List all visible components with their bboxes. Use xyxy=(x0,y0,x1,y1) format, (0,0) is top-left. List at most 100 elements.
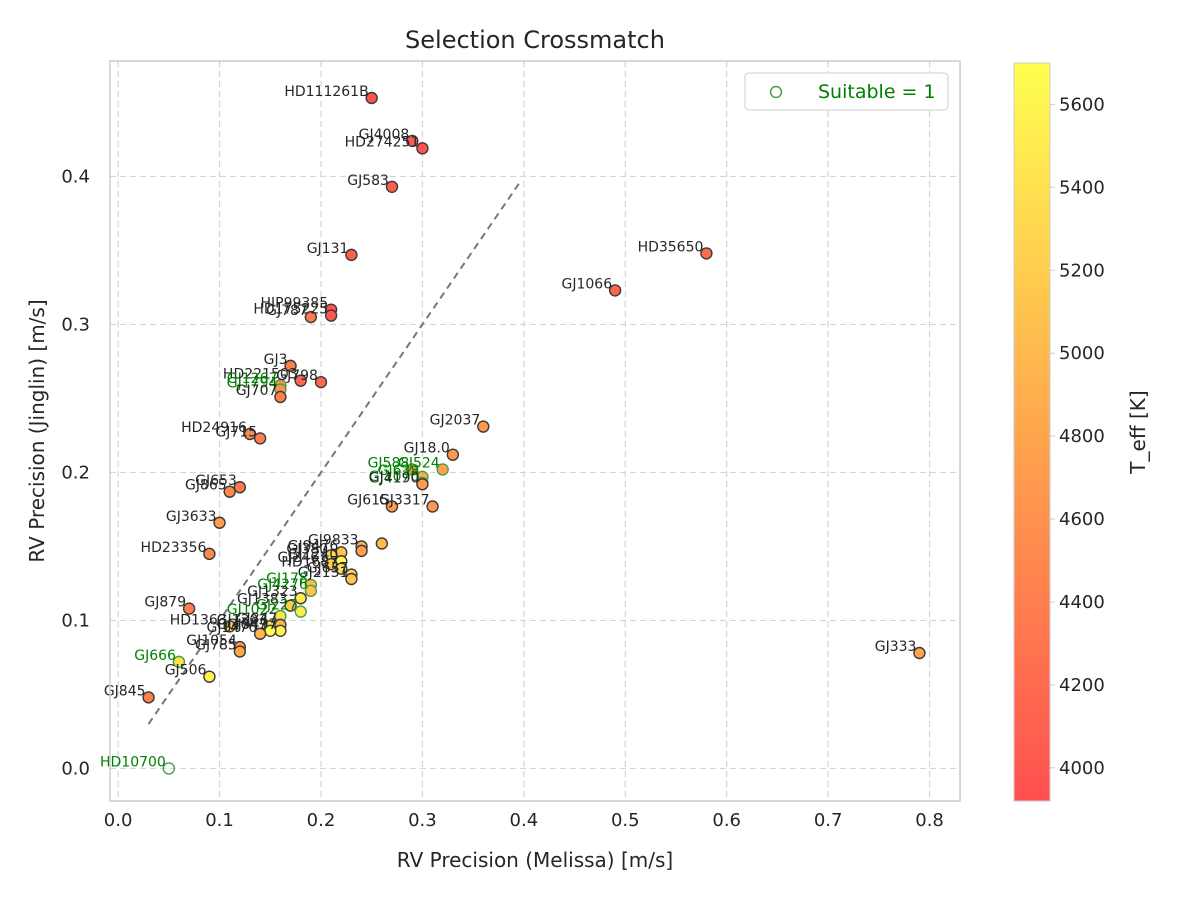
x-axis-label: RV Precision (Melissa) [m/s] xyxy=(397,848,673,872)
point-label: GJ131 xyxy=(307,241,349,257)
reference-line-layer xyxy=(147,183,520,725)
data-point xyxy=(406,134,419,148)
point-label: GJ865 xyxy=(185,478,227,494)
point-label: GJ178 xyxy=(266,571,308,587)
data-point xyxy=(253,627,267,640)
point-label: HD1687 xyxy=(281,555,338,571)
data-point xyxy=(203,670,216,683)
x-tick-labels: 0.0 0.1 0.2 0.3 0.4 0.5 0.6 0.7 0.8 xyxy=(104,810,944,831)
point-label: GJ1476 xyxy=(207,620,258,636)
y-tick-label: 0.4 xyxy=(61,166,90,187)
y-axis-label: RV Precision (Jinglin) [m/s] xyxy=(25,299,49,562)
data-point xyxy=(416,142,429,155)
point-label: GJ798 xyxy=(276,368,318,384)
point-label: GJ3317 xyxy=(379,492,430,508)
x-tick-label: 0.2 xyxy=(307,810,336,831)
point-label: HD24916 xyxy=(181,420,247,436)
data-point xyxy=(345,572,358,586)
point-label: GJ9833 xyxy=(308,532,359,548)
data-point xyxy=(253,432,267,445)
colorbar-tick-label: 4600 xyxy=(1059,509,1105,530)
chart-title: Selection Crossmatch xyxy=(405,26,665,54)
data-point xyxy=(477,420,490,433)
data-point xyxy=(446,448,460,461)
legend-marker xyxy=(769,85,783,99)
x-tick-label: 0.0 xyxy=(104,810,133,831)
data-point xyxy=(385,500,399,513)
point-label: GJ4190 xyxy=(369,470,420,486)
data-point xyxy=(324,309,338,322)
point-label: HD1363 xyxy=(170,612,227,628)
point-label: GJ2131 xyxy=(298,565,349,581)
data-point xyxy=(345,248,358,262)
point-label: GJ785 xyxy=(195,638,237,654)
point-label: GJ1383 xyxy=(237,592,288,608)
data-point xyxy=(284,599,297,612)
grid xyxy=(110,61,960,801)
x-tick-label: 0.5 xyxy=(611,810,640,831)
legend-box xyxy=(744,72,949,111)
data-point xyxy=(213,516,226,529)
colorbar-tick-label: 4000 xyxy=(1059,758,1105,779)
point-label: GJ9476 xyxy=(288,538,339,554)
data-point xyxy=(304,310,318,324)
x-tick-label: 0.6 xyxy=(712,810,741,831)
data-point xyxy=(426,500,439,513)
point-label: GJ666 xyxy=(134,648,176,664)
point-label: GJ3633 xyxy=(166,509,217,525)
data-point xyxy=(233,645,247,658)
point-label: GJ1303 xyxy=(217,612,268,628)
point-label: GJ637 xyxy=(307,561,349,577)
data-point xyxy=(243,427,257,441)
y-tick-label: 0.2 xyxy=(61,462,90,483)
point-label: HD111261B xyxy=(284,84,368,100)
point-label: HD175225 xyxy=(253,302,328,318)
data-point xyxy=(223,620,236,633)
data-point xyxy=(223,485,236,498)
point-label: GJ879 xyxy=(144,595,186,611)
colorbar-label: T_eff [K] xyxy=(1126,390,1150,474)
data-point xyxy=(375,537,389,550)
point-label: GJ1267 xyxy=(227,371,278,387)
x-tick-label: 0.4 xyxy=(510,810,539,831)
point-label: GJ615 xyxy=(347,492,389,508)
y-tick-labels: 0.0 0.1 0.2 0.3 0.4 xyxy=(61,166,90,779)
data-point xyxy=(324,558,338,571)
data-point xyxy=(294,605,307,618)
colorbar-gradient xyxy=(1013,62,1051,802)
data-point xyxy=(182,602,196,615)
colorbar-tick-label: 5400 xyxy=(1059,177,1105,198)
data-point xyxy=(142,691,155,704)
data-point xyxy=(436,463,449,476)
data-point xyxy=(416,478,429,491)
point-label: HIP99385 xyxy=(260,296,328,312)
data-point xyxy=(203,547,216,561)
point-label: GJ4008 xyxy=(359,127,410,143)
colorbar-tick-label: 4400 xyxy=(1059,592,1105,613)
data-point xyxy=(700,247,713,260)
point-label: GJ707 xyxy=(236,383,278,399)
point-label: GJ2037 xyxy=(430,413,481,429)
point-label: GJ588 xyxy=(368,455,410,471)
reference-line xyxy=(147,183,520,725)
legend-label: Suitable = 1 xyxy=(818,81,936,103)
data-point xyxy=(406,463,419,476)
point-label: GJ227 xyxy=(256,598,298,614)
point-label: GJ715 xyxy=(215,424,257,440)
data-point xyxy=(304,584,318,598)
point-label: GJ9497 xyxy=(227,617,278,633)
point-label: GJ1070 xyxy=(369,469,420,485)
legend: Suitable = 1 xyxy=(744,72,949,111)
y-tick-label: 0.3 xyxy=(61,314,90,335)
point-label: GJ506 xyxy=(165,663,207,679)
y-tick-label: 0.0 xyxy=(61,758,90,779)
plot-frame xyxy=(109,60,961,802)
point-label: HD23356 xyxy=(141,540,207,556)
data-point xyxy=(162,762,176,775)
point-label: GJ1240 xyxy=(288,547,339,563)
point-label: GJ1794 xyxy=(227,376,278,392)
colorbar: 4000 4200 4400 4600 4800 5000 5200 5400 5600 T_e… xyxy=(1013,62,1150,802)
colorbar-tick-label: 4200 xyxy=(1059,675,1105,696)
points-layer xyxy=(142,91,926,775)
